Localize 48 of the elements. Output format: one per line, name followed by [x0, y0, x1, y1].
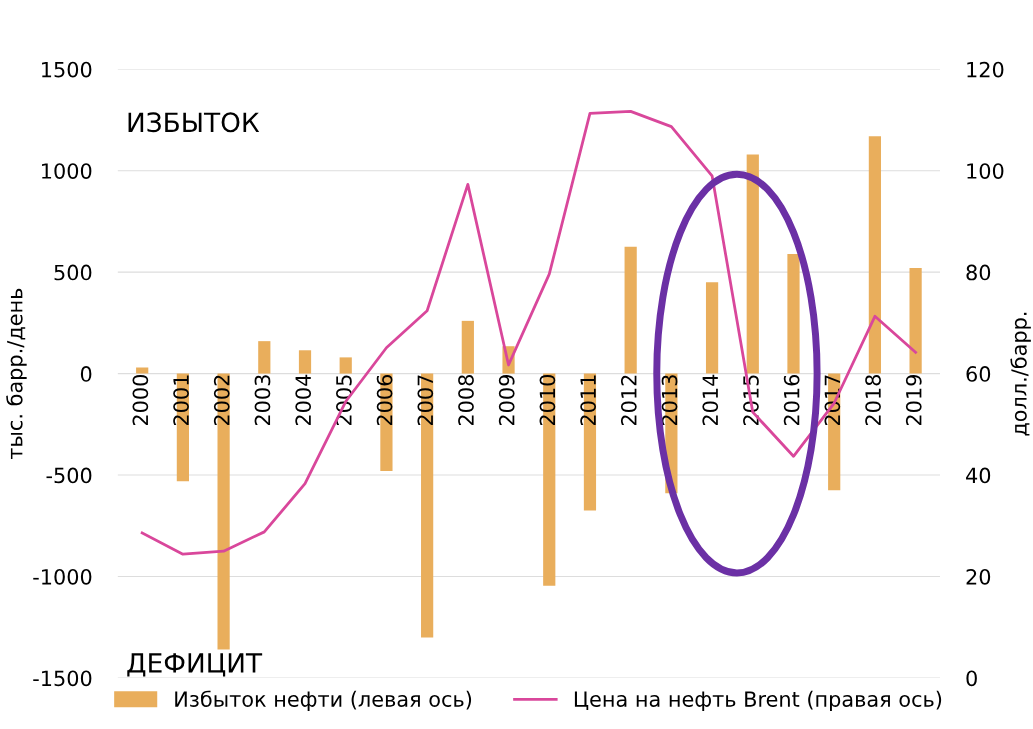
x-tick-label: 2011: [580, 375, 596, 426]
y2-tick-label: 80: [966, 264, 991, 281]
y-tick-label: 0: [80, 366, 92, 382]
legend-label: Цена на нефть Brent (правая ось): [574, 690, 942, 711]
y-tick-label: 1000: [42, 163, 92, 179]
x-tick-label: 2014: [702, 374, 719, 426]
y-tick-label: 1500: [42, 61, 92, 78]
x-tick-label: 2006: [376, 374, 393, 426]
bar: [298, 350, 312, 374]
x-tick-label: 2016: [783, 374, 800, 426]
bar: [787, 253, 800, 374]
legend-label: Избыток нефти (левая ось): [175, 690, 472, 711]
x-tick-label: 2019: [905, 375, 922, 426]
x-tick-label: 2018: [865, 375, 881, 426]
y2-tick-label: 20: [966, 568, 991, 585]
y2-tick-label: 40: [966, 467, 991, 484]
y2-tick-label: 120: [967, 61, 1004, 78]
bar: [909, 268, 922, 374]
x-tick-label: 2001: [173, 375, 189, 426]
x-tick-label: 2010: [539, 375, 556, 426]
bar: [136, 367, 149, 374]
y-tick-label: -500: [46, 467, 92, 484]
x-tick-label: 2002: [213, 375, 230, 426]
y2-tick-label: 60: [966, 366, 991, 382]
bar: [746, 154, 759, 374]
x-tick-label: 2012: [620, 375, 637, 426]
annotation: ДЕФИЦИТ: [127, 653, 263, 677]
y-tick-label: -1000: [33, 568, 92, 585]
x-tick-label: 2007: [417, 375, 434, 426]
y-tick-label: 500: [54, 264, 92, 281]
y2-tick-label: 100: [967, 163, 1004, 179]
y2-axis-title: долл./барр.: [1010, 312, 1031, 436]
x-tick-label: 2004: [295, 374, 312, 426]
bar: [461, 320, 474, 374]
x-tick-label: 2003: [254, 375, 271, 426]
bar: [258, 341, 271, 374]
x-tick-label: 2008: [458, 375, 474, 426]
bar: [624, 246, 637, 374]
y-axis-title: тыс. барр./день: [6, 288, 27, 460]
y-tick-label: -1500: [33, 670, 92, 687]
x-tick-label: 2013: [661, 375, 678, 426]
annotation: ИЗБЫТОК: [128, 112, 260, 133]
y2-tick-label: 0: [966, 670, 977, 687]
bar: [868, 136, 882, 374]
x-tick-label: 2000: [132, 375, 149, 426]
bar: [339, 357, 352, 374]
x-tick-label: 2009: [498, 375, 515, 426]
bar: [705, 282, 719, 374]
